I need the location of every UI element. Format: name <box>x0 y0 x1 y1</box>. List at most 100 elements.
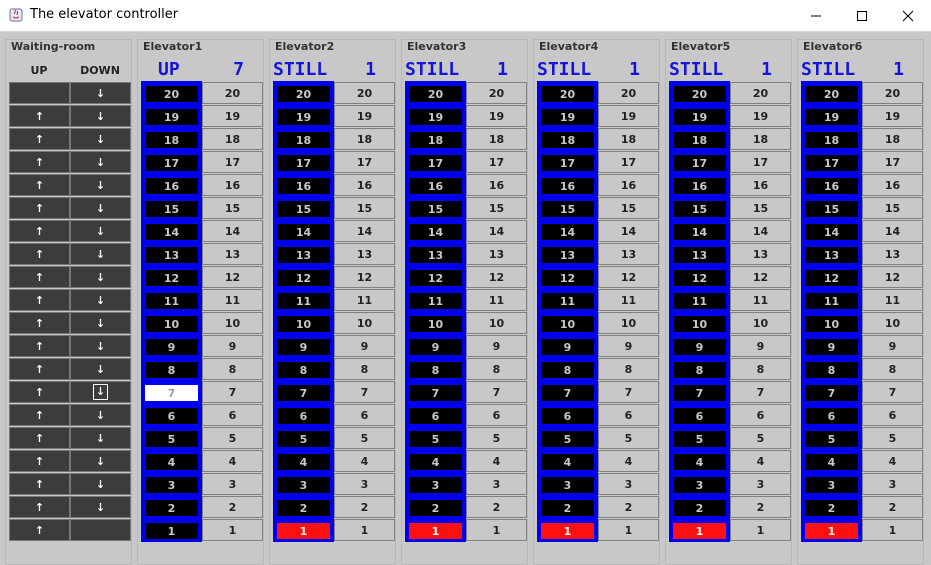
floor-request-button-13[interactable]: 13 <box>334 243 395 265</box>
floor-request-button-15[interactable]: 15 <box>730 197 791 219</box>
floor-request-button-14[interactable]: 14 <box>466 220 527 242</box>
floor-request-button-1[interactable]: 1 <box>730 519 791 541</box>
floor-request-button-1[interactable]: 1 <box>598 519 659 541</box>
floor-request-button-7[interactable]: 7 <box>862 381 923 403</box>
floor-request-button-10[interactable]: 10 <box>466 312 527 334</box>
call-up-button-floor-11[interactable]: ↑ <box>9 289 70 311</box>
floor-request-button-7[interactable]: 7 <box>466 381 527 403</box>
floor-request-button-11[interactable]: 11 <box>730 289 791 311</box>
floor-request-button-11[interactable]: 11 <box>466 289 527 311</box>
floor-request-button-12[interactable]: 12 <box>334 266 395 288</box>
floor-request-button-18[interactable]: 18 <box>598 128 659 150</box>
floor-request-button-6[interactable]: 6 <box>862 404 923 426</box>
call-up-button-floor-3[interactable]: ↑ <box>9 473 70 495</box>
call-up-button-floor-7[interactable]: ↑ <box>9 381 70 403</box>
call-up-button-floor-16[interactable]: ↑ <box>9 174 70 196</box>
call-down-button-floor-15[interactable]: ↓ <box>70 197 131 219</box>
minimize-button[interactable] <box>793 0 839 31</box>
call-up-button-floor-5[interactable]: ↑ <box>9 427 70 449</box>
call-down-button-floor-7[interactable]: ↓ <box>70 381 131 403</box>
floor-request-button-18[interactable]: 18 <box>466 128 527 150</box>
floor-request-button-2[interactable]: 2 <box>598 496 659 518</box>
floor-request-button-17[interactable]: 17 <box>862 151 923 173</box>
floor-request-button-6[interactable]: 6 <box>466 404 527 426</box>
floor-request-button-11[interactable]: 11 <box>334 289 395 311</box>
floor-request-button-3[interactable]: 3 <box>466 473 527 495</box>
floor-request-button-8[interactable]: 8 <box>334 358 395 380</box>
floor-request-button-19[interactable]: 19 <box>862 105 923 127</box>
floor-request-button-20[interactable]: 20 <box>334 82 395 104</box>
call-down-button-floor-3[interactable]: ↓ <box>70 473 131 495</box>
call-up-button-floor-4[interactable]: ↑ <box>9 450 70 472</box>
floor-request-button-1[interactable]: 1 <box>334 519 395 541</box>
floor-request-button-4[interactable]: 4 <box>598 450 659 472</box>
call-down-button-floor-10[interactable]: ↓ <box>70 312 131 334</box>
call-down-button-floor-5[interactable]: ↓ <box>70 427 131 449</box>
floor-request-button-7[interactable]: 7 <box>334 381 395 403</box>
call-down-button-floor-16[interactable]: ↓ <box>70 174 131 196</box>
close-button[interactable] <box>885 0 931 31</box>
floor-request-button-10[interactable]: 10 <box>334 312 395 334</box>
floor-request-button-20[interactable]: 20 <box>202 82 263 104</box>
floor-request-button-16[interactable]: 16 <box>862 174 923 196</box>
floor-request-button-10[interactable]: 10 <box>202 312 263 334</box>
floor-request-button-2[interactable]: 2 <box>466 496 527 518</box>
floor-request-button-1[interactable]: 1 <box>862 519 923 541</box>
floor-request-button-15[interactable]: 15 <box>334 197 395 219</box>
call-down-button-floor-17[interactable]: ↓ <box>70 151 131 173</box>
floor-request-button-16[interactable]: 16 <box>202 174 263 196</box>
floor-request-button-20[interactable]: 20 <box>598 82 659 104</box>
floor-request-button-10[interactable]: 10 <box>598 312 659 334</box>
floor-request-button-5[interactable]: 5 <box>862 427 923 449</box>
floor-request-button-14[interactable]: 14 <box>730 220 791 242</box>
call-up-button-floor-19[interactable]: ↑ <box>9 105 70 127</box>
call-up-button-floor-14[interactable]: ↑ <box>9 220 70 242</box>
call-up-button-floor-1[interactable]: ↑ <box>9 519 70 541</box>
floor-request-button-11[interactable]: 11 <box>202 289 263 311</box>
floor-request-button-5[interactable]: 5 <box>466 427 527 449</box>
floor-request-button-13[interactable]: 13 <box>730 243 791 265</box>
call-down-button-floor-19[interactable]: ↓ <box>70 105 131 127</box>
floor-request-button-9[interactable]: 9 <box>466 335 527 357</box>
call-down-button-floor-4[interactable]: ↓ <box>70 450 131 472</box>
call-down-button-floor-2[interactable]: ↓ <box>70 496 131 518</box>
floor-request-button-19[interactable]: 19 <box>730 105 791 127</box>
floor-request-button-16[interactable]: 16 <box>334 174 395 196</box>
floor-request-button-14[interactable]: 14 <box>862 220 923 242</box>
floor-request-button-3[interactable]: 3 <box>730 473 791 495</box>
call-down-button-floor-9[interactable]: ↓ <box>70 335 131 357</box>
call-up-button-floor-17[interactable]: ↑ <box>9 151 70 173</box>
floor-request-button-9[interactable]: 9 <box>334 335 395 357</box>
floor-request-button-9[interactable]: 9 <box>730 335 791 357</box>
floor-request-button-18[interactable]: 18 <box>202 128 263 150</box>
floor-request-button-10[interactable]: 10 <box>730 312 791 334</box>
call-up-button-floor-9[interactable]: ↑ <box>9 335 70 357</box>
floor-request-button-12[interactable]: 12 <box>202 266 263 288</box>
floor-request-button-8[interactable]: 8 <box>466 358 527 380</box>
floor-request-button-13[interactable]: 13 <box>202 243 263 265</box>
floor-request-button-10[interactable]: 10 <box>862 312 923 334</box>
floor-request-button-5[interactable]: 5 <box>202 427 263 449</box>
floor-request-button-1[interactable]: 1 <box>202 519 263 541</box>
floor-request-button-4[interactable]: 4 <box>730 450 791 472</box>
floor-request-button-4[interactable]: 4 <box>334 450 395 472</box>
maximize-button[interactable] <box>839 0 885 31</box>
floor-request-button-14[interactable]: 14 <box>202 220 263 242</box>
floor-request-button-19[interactable]: 19 <box>334 105 395 127</box>
floor-request-button-12[interactable]: 12 <box>862 266 923 288</box>
call-up-button-floor-18[interactable]: ↑ <box>9 128 70 150</box>
floor-request-button-20[interactable]: 20 <box>862 82 923 104</box>
floor-request-button-11[interactable]: 11 <box>862 289 923 311</box>
floor-request-button-5[interactable]: 5 <box>730 427 791 449</box>
floor-request-button-3[interactable]: 3 <box>862 473 923 495</box>
floor-request-button-18[interactable]: 18 <box>334 128 395 150</box>
floor-request-button-2[interactable]: 2 <box>730 496 791 518</box>
call-down-button-floor-6[interactable]: ↓ <box>70 404 131 426</box>
floor-request-button-8[interactable]: 8 <box>202 358 263 380</box>
floor-request-button-18[interactable]: 18 <box>730 128 791 150</box>
floor-request-button-17[interactable]: 17 <box>202 151 263 173</box>
floor-request-button-17[interactable]: 17 <box>334 151 395 173</box>
floor-request-button-8[interactable]: 8 <box>862 358 923 380</box>
call-down-button-floor-12[interactable]: ↓ <box>70 266 131 288</box>
call-down-button-floor-20[interactable]: ↓ <box>70 82 131 104</box>
